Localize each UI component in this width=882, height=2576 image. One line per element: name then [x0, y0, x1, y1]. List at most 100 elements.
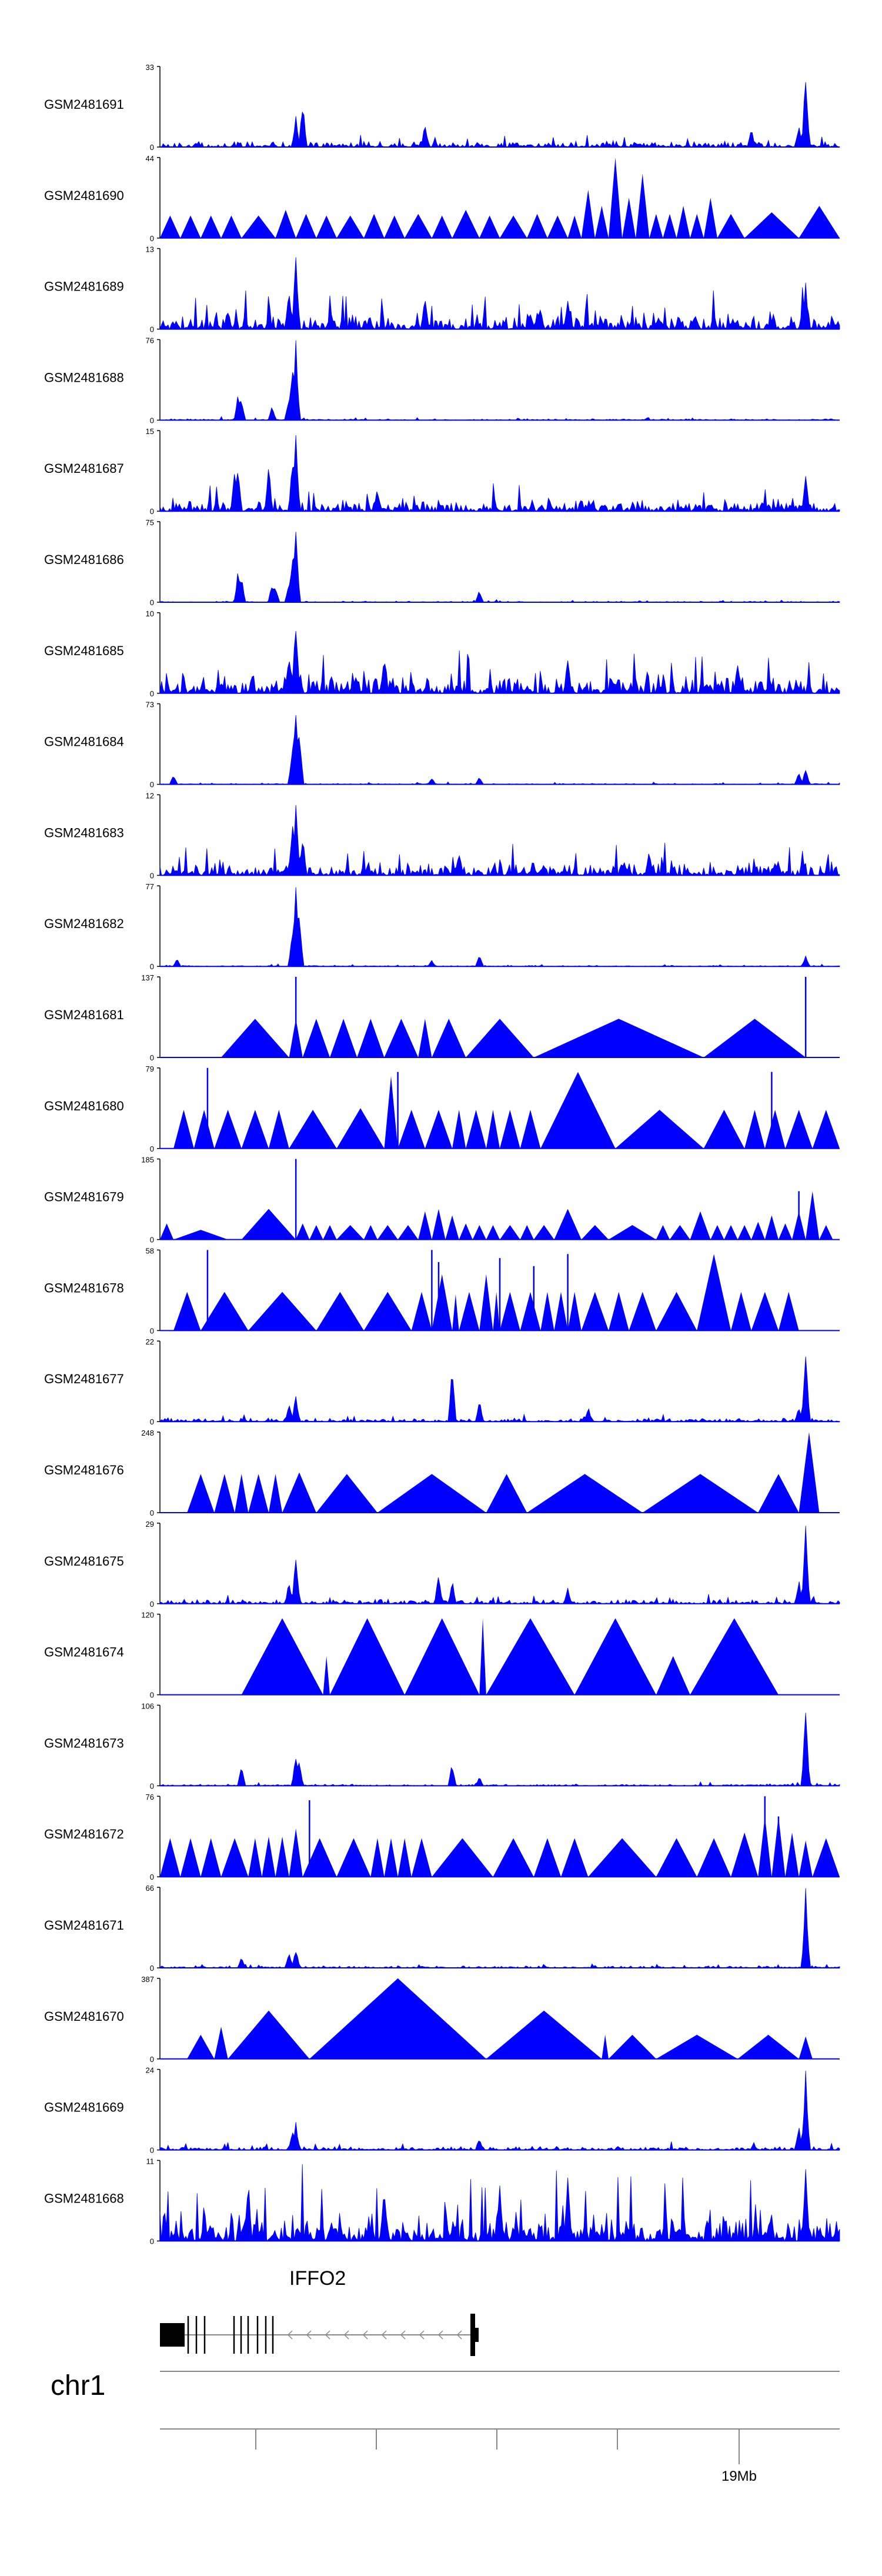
coverage-triangle	[370, 1838, 385, 1877]
coverage-triangle	[799, 206, 840, 238]
coverage-triangle	[574, 1618, 656, 1695]
coverage-triangle	[330, 1019, 358, 1057]
coverage-signal	[159, 2164, 840, 2242]
coverage-triangle	[302, 1838, 337, 1877]
coverage-triangle	[540, 1292, 554, 1331]
coverage-triangle	[670, 1224, 690, 1240]
y-max-label: 137	[141, 973, 154, 982]
coverage-triangle	[690, 1618, 779, 1695]
track-GSM2481688: GSM2481688 76 0	[44, 336, 840, 425]
y-max-label: 75	[146, 518, 154, 527]
coverage-triangle	[581, 1224, 609, 1240]
coverage-triangle	[425, 1110, 453, 1149]
track-GSM2481689: GSM2481689 13 0	[44, 245, 840, 334]
coverage-triangle	[173, 1230, 228, 1240]
coverage-signal	[159, 435, 840, 512]
track-GSM2481683: GSM2481683 12 0	[44, 791, 840, 880]
track-label: GSM2481691	[44, 97, 124, 112]
coverage-signal	[159, 1713, 840, 1787]
coverage-triangle	[296, 213, 316, 238]
track-GSM2481691: GSM2481691 33 0	[44, 63, 840, 152]
coverage-triangle	[180, 1838, 201, 1877]
coverage-triangle	[486, 1618, 575, 1695]
y-max-label: 15	[146, 427, 154, 436]
y-max-label: 248	[141, 1429, 154, 1437]
coverage-triangle	[193, 1110, 215, 1149]
y-max-label: 120	[141, 1611, 154, 1620]
coverage-triangle	[173, 1110, 194, 1149]
y-zero-label: 0	[150, 2237, 154, 2245]
coverage-triangle	[405, 1618, 480, 1695]
track-GSM2481674: GSM2481674 120 0	[44, 1611, 840, 1700]
track-GSM2481671: GSM2481671 66 0	[44, 1884, 840, 1973]
strand-chevron	[381, 2330, 387, 2340]
track-label: GSM2481676	[44, 1463, 124, 1477]
coverage-triangle	[289, 1110, 337, 1149]
track-GSM2481679: GSM2481679 185 0	[44, 1156, 840, 1244]
track-GSM2481681: GSM2481681 137 0	[44, 973, 840, 1062]
coverage-triangle	[323, 1224, 337, 1240]
coverage-triangle	[452, 1294, 459, 1331]
track-label: GSM2481670	[44, 2009, 124, 2024]
coverage-triangle	[751, 1222, 765, 1240]
coverage-triangle	[703, 1110, 745, 1149]
coverage-triangle	[581, 189, 595, 238]
y-max-label: 79	[146, 1065, 154, 1073]
y-zero-label: 0	[150, 1964, 154, 1973]
coverage-triangle	[275, 209, 296, 238]
y-max-label: 106	[141, 1701, 154, 1710]
coverage-triangle	[201, 215, 222, 238]
coverage-triangle	[214, 1474, 235, 1513]
coverage-triangle	[561, 1838, 589, 1877]
coverage-triangle	[384, 1838, 398, 1877]
coverage-triangle	[690, 1211, 711, 1240]
coverage-triangle	[432, 1274, 453, 1331]
coverage-triangle	[778, 1292, 799, 1331]
y-max-label: 66	[146, 1884, 154, 1893]
y-zero-label: 0	[150, 1509, 154, 1517]
coverage-triangle	[160, 1838, 181, 1877]
track-label: GSM2481686	[44, 552, 124, 567]
coverage-tracks: GSM2481691330GSM2481690440GSM2481689130G…	[44, 63, 840, 2245]
track-GSM2481668: GSM2481668 11 0	[44, 2157, 840, 2245]
coverage-triangle	[751, 1292, 779, 1331]
coverage-triangle	[663, 213, 677, 238]
track-GSM2481678: GSM2481678 58 0	[44, 1246, 840, 1335]
coverage-triangle	[241, 1110, 269, 1149]
coverage-triangle	[642, 1474, 759, 1513]
track-GSM2481690: GSM2481690 44 0	[44, 154, 840, 243]
y-max-label: 77	[146, 882, 154, 891]
strand-chevron	[343, 2330, 349, 2340]
coverage-triangle	[527, 213, 547, 238]
coverage-triangle	[731, 1292, 751, 1331]
axis-ticks	[255, 2429, 740, 2464]
coverage-triangle	[214, 1110, 242, 1149]
coverage-signal	[159, 532, 840, 603]
strand-chevron	[362, 2330, 368, 2340]
y-max-label: 24	[146, 2066, 154, 2075]
coverage-triangle	[520, 1292, 541, 1331]
y-max-label: 11	[146, 2157, 155, 2165]
coverage-triangle	[486, 1224, 500, 1240]
coverage-triangle	[452, 209, 480, 238]
coverage-triangle	[486, 2010, 602, 2059]
coverage-triangle	[411, 1838, 432, 1877]
track-label: GSM2481682	[44, 916, 124, 931]
coverage-triangle	[316, 215, 337, 238]
coverage-triangle	[384, 1076, 398, 1149]
y-max-label: 387	[141, 1975, 154, 1984]
coverage-triangle	[241, 215, 276, 238]
y-max-label: 58	[146, 1246, 154, 1255]
coverage-triangle	[785, 1832, 799, 1877]
exon-3prime-utr	[160, 2323, 185, 2347]
track-label: GSM2481675	[44, 1554, 124, 1569]
coverage-triangle	[309, 1224, 323, 1240]
coverage-triangle	[615, 1110, 704, 1149]
y-zero-label: 0	[150, 780, 154, 789]
coverage-triangle	[262, 1836, 276, 1877]
coverage-triangle	[533, 1019, 704, 1057]
gene-model-iffo2	[160, 2314, 479, 2356]
coverage-triangle	[336, 215, 364, 238]
coverage-triangle	[214, 2027, 228, 2059]
